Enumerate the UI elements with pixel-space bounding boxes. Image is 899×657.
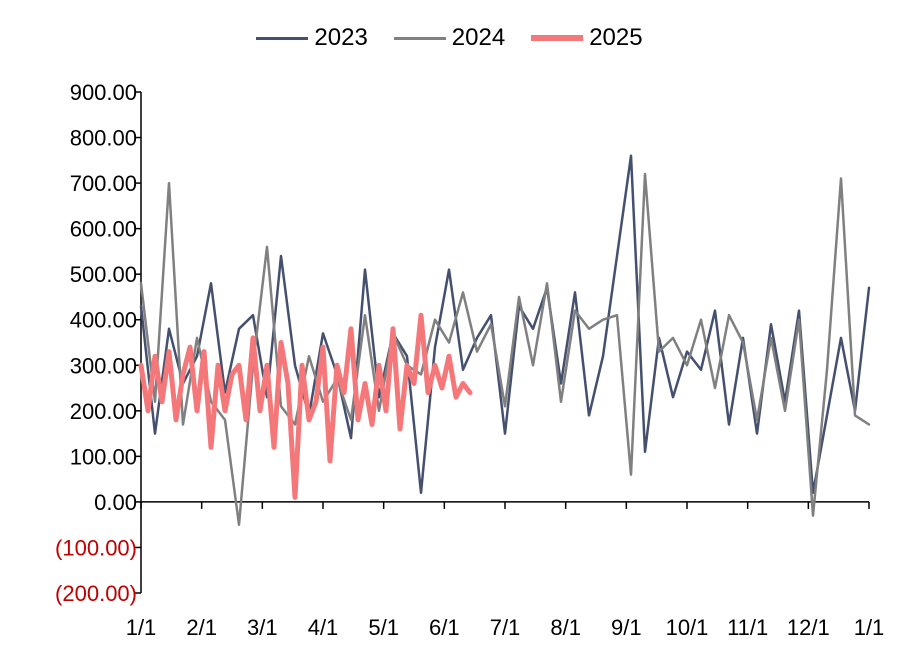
x-tick-label: 9/1 xyxy=(611,615,642,640)
legend-item-2023: 2023 xyxy=(256,24,368,52)
x-tick-label: 6/1 xyxy=(429,615,460,640)
x-tick-label: 8/1 xyxy=(550,615,581,640)
x-tick-label: 2/1 xyxy=(186,615,217,640)
x-tick-label: 7/1 xyxy=(490,615,521,640)
y-tick-label: 800.00 xyxy=(70,126,137,151)
x-tick-label: 12/1 xyxy=(787,615,830,640)
y-tick-label: 100.00 xyxy=(70,444,137,469)
legend-swatch-2025 xyxy=(531,35,584,41)
series-line-2024 xyxy=(139,172,871,526)
series-line-2023 xyxy=(139,154,871,495)
y-tick-label: 400.00 xyxy=(70,308,137,333)
legend-item-2024: 2024 xyxy=(393,24,506,52)
legend-label-2024: 2024 xyxy=(451,24,506,51)
y-tick-label: 500.00 xyxy=(70,262,137,287)
x-tick-label: 10/1 xyxy=(666,615,709,640)
y-tick-label: 0.00 xyxy=(94,490,137,515)
x-tick-label: 5/1 xyxy=(368,615,399,640)
x-tick-label: 3/1 xyxy=(247,615,278,640)
legend-label-2023: 2023 xyxy=(314,24,368,51)
y-tick-label: 300.00 xyxy=(70,353,137,378)
y-tick-label: 900.00 xyxy=(70,80,137,105)
y-tick-label: 700.00 xyxy=(70,171,137,196)
legend-swatch-2024 xyxy=(393,36,446,40)
x-tick-label: 11/1 xyxy=(727,615,768,640)
x-tick-label: 1/1 xyxy=(126,615,157,640)
series-line-2025 xyxy=(138,312,473,500)
y-tick-label: (100.00) xyxy=(55,535,137,560)
legend-label-2025: 2025 xyxy=(589,24,643,51)
x-tick-label: 4/1 xyxy=(308,615,339,640)
legend: 2023 2024 2025 xyxy=(0,24,899,52)
x-tick-label: 1/1 xyxy=(854,615,885,640)
legend-item-2025: 2025 xyxy=(531,24,643,52)
legend-swatch-2023 xyxy=(256,36,309,40)
y-tick-label: 600.00 xyxy=(70,217,137,242)
y-tick-label: (200.00) xyxy=(55,581,137,606)
y-tick-label: 200.00 xyxy=(70,399,137,424)
